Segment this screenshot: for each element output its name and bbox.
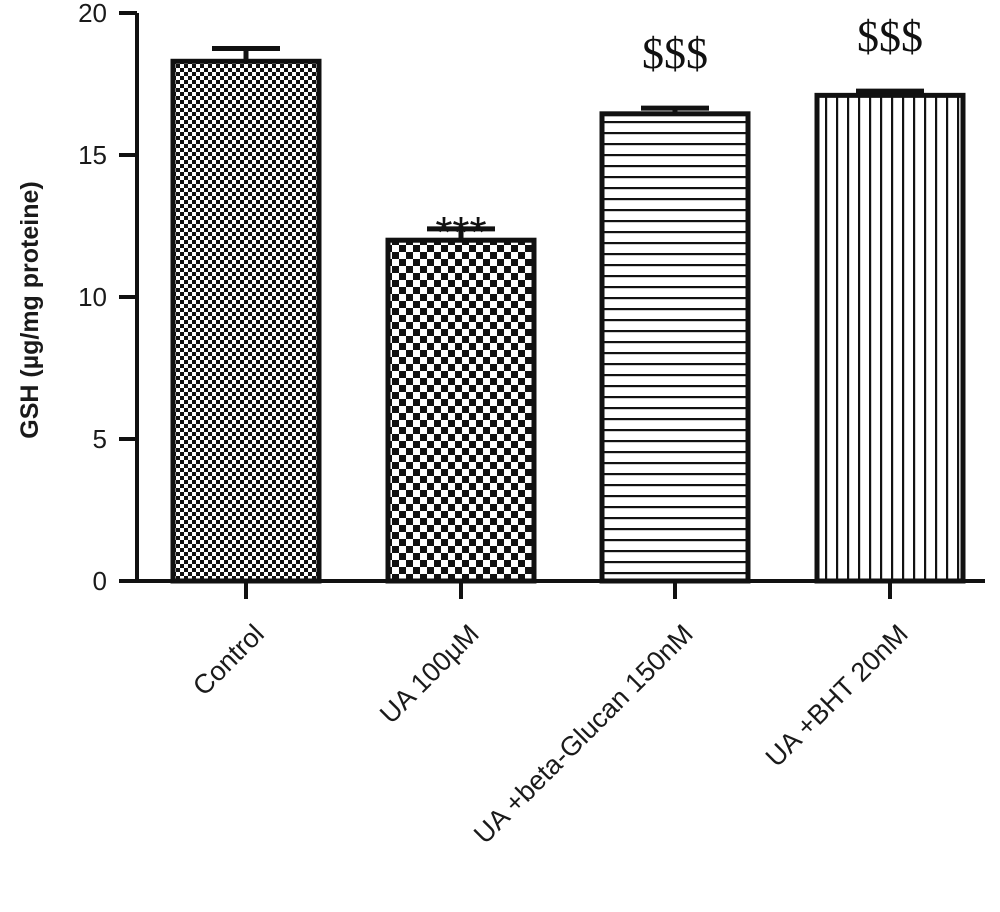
bar-2 — [385, 237, 537, 584]
y-tick-label-0: 0 — [93, 566, 107, 596]
bar-1 — [170, 58, 322, 584]
bar-4 — [814, 92, 966, 584]
y-tick-label-15: 15 — [78, 140, 107, 170]
bar-3 — [599, 111, 751, 584]
y-tick-label-10: 10 — [78, 282, 107, 312]
significance-label-4: $$$ — [857, 12, 923, 61]
y-tick-label-20: 20 — [78, 0, 107, 28]
y-tick-label-5: 5 — [93, 424, 107, 454]
y-axis-title: GSH (µg/mg proteine) — [16, 181, 44, 438]
significance-label-3: $$$ — [642, 29, 708, 78]
x-category-label-1: Control — [187, 619, 270, 702]
x-category-label-2: UA 100µM — [374, 619, 485, 730]
x-category-label-3: UA +beta-Glucan 150nM — [468, 619, 699, 850]
significance-label-2: *** — [435, 208, 486, 257]
x-category-label-4: UA +BHT 20nM — [760, 619, 914, 773]
